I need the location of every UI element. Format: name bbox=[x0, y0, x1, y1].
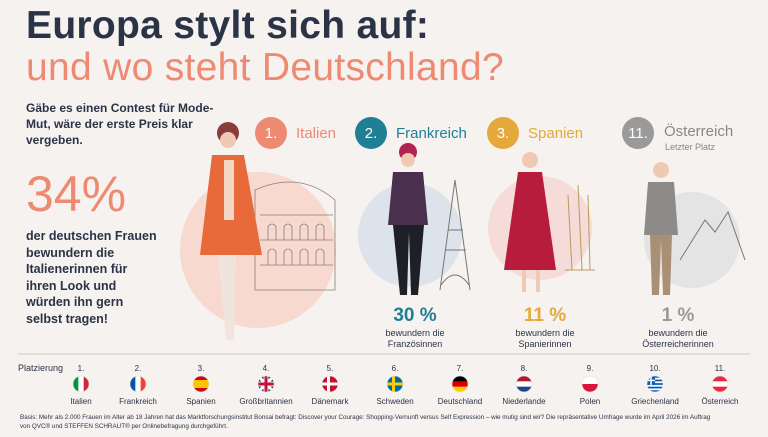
rank: 1. bbox=[264, 125, 278, 142]
country: Großbritannien bbox=[239, 397, 293, 406]
rank: 6. bbox=[391, 364, 399, 373]
rank: 3. bbox=[496, 125, 510, 142]
country: Frankreich bbox=[396, 125, 467, 142]
percent: 11 % bbox=[523, 305, 567, 326]
rank: 4. bbox=[262, 364, 270, 373]
flag bbox=[582, 376, 598, 392]
country: Spanien bbox=[186, 397, 216, 406]
flag bbox=[193, 376, 209, 392]
highlight-value: 34% bbox=[26, 166, 127, 222]
flag bbox=[712, 376, 728, 392]
flag bbox=[130, 376, 146, 392]
rank: 2. bbox=[364, 125, 378, 142]
footnote: Basis: Mehr als 2.000 Frauen im Alter ab… bbox=[20, 414, 711, 430]
title: Europa stylt sich auf: bbox=[26, 4, 430, 47]
country: Schweden bbox=[376, 397, 414, 406]
rank: 9. bbox=[586, 364, 594, 373]
figure-austria bbox=[644, 162, 678, 295]
highlight-text: der deutschen Frauen bewundern die Itali… bbox=[26, 229, 157, 326]
rank: 1. bbox=[77, 364, 85, 373]
country: Österreich bbox=[664, 123, 734, 140]
mountains bbox=[679, 210, 746, 261]
country: Frankreich bbox=[119, 397, 157, 406]
country: Niederlande bbox=[502, 397, 546, 406]
figure-spain bbox=[504, 152, 556, 292]
caption: bewundern die Französinnen bbox=[385, 328, 445, 349]
figure-france bbox=[388, 143, 428, 295]
rank: 11. bbox=[628, 125, 648, 142]
country: Griechenland bbox=[631, 397, 679, 406]
country: Polen bbox=[579, 397, 601, 406]
country: Österreich bbox=[701, 397, 739, 406]
figure-italy bbox=[200, 122, 262, 340]
rank-badge bbox=[487, 117, 519, 149]
rank: 10. bbox=[649, 364, 661, 373]
flag bbox=[387, 376, 403, 392]
flag bbox=[258, 376, 274, 392]
percent: 1 % bbox=[661, 305, 695, 326]
rank-badge bbox=[355, 117, 387, 149]
colosseum bbox=[254, 181, 336, 291]
flag bbox=[516, 376, 532, 392]
country: Spanien bbox=[528, 125, 584, 142]
rank: 2. bbox=[134, 364, 142, 373]
rank: 7. bbox=[456, 364, 464, 373]
title: und wo steht Deutschland? bbox=[26, 46, 504, 89]
rank: 8. bbox=[520, 364, 528, 373]
flags bbox=[72, 375, 729, 393]
note: Letzter Platz bbox=[665, 142, 716, 152]
ranking-label: Platzierung bbox=[18, 363, 64, 373]
rank: 11. bbox=[714, 364, 726, 373]
percent: 30 % bbox=[393, 305, 437, 326]
rank: 5. bbox=[326, 364, 334, 373]
flag bbox=[647, 376, 663, 392]
country: Italien bbox=[70, 397, 92, 406]
flag bbox=[73, 376, 89, 392]
country: Dänemark bbox=[311, 397, 349, 406]
country: Deutschland bbox=[437, 397, 483, 406]
intro: Gäbe es einen Contest für Mode-Mut, wäre… bbox=[26, 101, 214, 147]
rank: 3. bbox=[197, 364, 205, 373]
rank-badge bbox=[622, 117, 654, 149]
eiffel-tower bbox=[439, 179, 471, 291]
country: Italien bbox=[296, 125, 337, 142]
caption: bewundern die Spanierinnen bbox=[515, 328, 575, 349]
rank-badge bbox=[255, 117, 287, 149]
flag bbox=[322, 376, 338, 392]
caption: bewundern die Österreicherinnen bbox=[642, 328, 714, 349]
flag bbox=[452, 376, 468, 392]
sagrada-familia bbox=[565, 184, 595, 271]
